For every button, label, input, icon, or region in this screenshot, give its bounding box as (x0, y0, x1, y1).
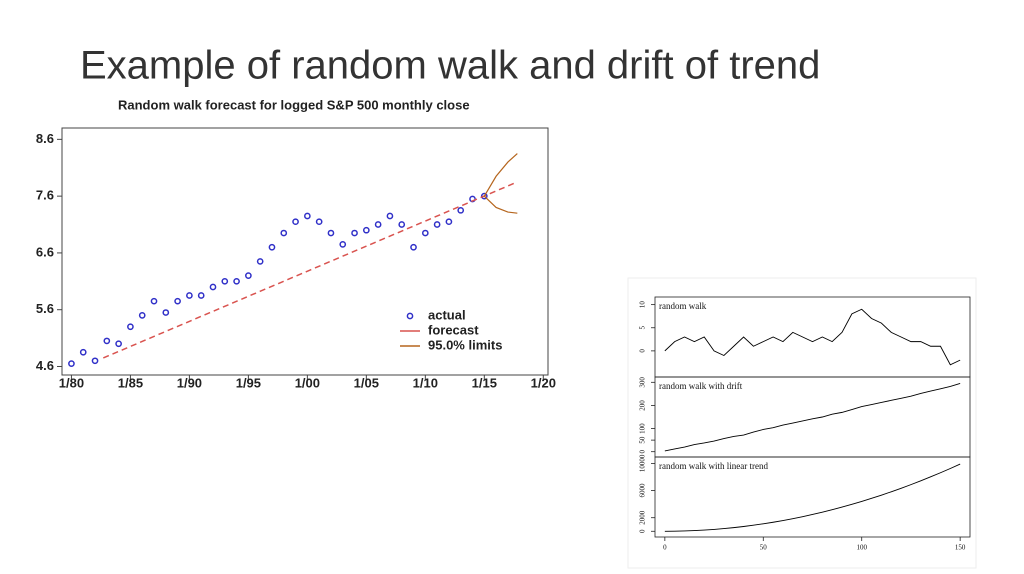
data-point (268, 243, 276, 251)
data-point (186, 292, 193, 299)
chart-title: Random walk forecast for logged S&P 500 … (118, 97, 470, 112)
data-point (327, 229, 335, 237)
data-point (457, 206, 465, 214)
x-tick-label: 1/95 (236, 375, 261, 390)
data-point (374, 221, 382, 228)
y-tick-label: 200 (639, 400, 647, 411)
y-tick-label: 4.6 (36, 358, 54, 373)
y-tick-label: 6.6 (36, 244, 54, 259)
y-tick-label: 5.6 (36, 301, 54, 316)
panel-frame (654, 456, 971, 538)
data-point (245, 272, 252, 279)
data-point (233, 277, 240, 285)
data-point (162, 309, 170, 316)
data-point (174, 297, 181, 305)
panel-title: random walk (659, 301, 707, 311)
data-point (410, 243, 417, 251)
data-point (386, 212, 394, 220)
data-point (221, 277, 229, 285)
legend-label: 95.0% limits (428, 337, 502, 352)
data-point (209, 283, 217, 291)
x-tick-label: 50 (760, 544, 768, 552)
y-tick-label: 0 (639, 449, 647, 453)
data-point (280, 229, 288, 237)
y-tick-label: 7.6 (36, 188, 54, 203)
series-line (664, 383, 961, 452)
lower-limit (483, 195, 518, 214)
legend-label: forecast (428, 322, 479, 337)
data-point (351, 229, 358, 237)
data-point (91, 357, 99, 365)
y-tick-label: 10000 (639, 454, 647, 472)
x-tick-label: 1/85 (118, 375, 143, 390)
y-tick-label: 100 (639, 423, 647, 434)
y-tick-label: 2000 (639, 510, 647, 525)
upper-limit (483, 153, 518, 197)
panel-title: random walk with drift (659, 381, 743, 391)
data-point (127, 323, 134, 331)
y-tick-label: 6000 (639, 483, 647, 498)
plot-frame (61, 127, 549, 376)
data-point (362, 226, 370, 234)
panel-title: random walk with linear trend (659, 461, 768, 471)
x-tick-label: 100 (856, 544, 867, 552)
x-tick-label: 1/00 (295, 375, 320, 390)
data-point (480, 192, 488, 200)
y-tick-label: 0 (639, 529, 647, 533)
y-tick-label: 50 (639, 436, 647, 444)
x-tick-label: 1/80 (59, 375, 84, 390)
x-tick-label: 1/10 (413, 375, 438, 390)
data-point (339, 241, 347, 248)
x-tick-label: 1/15 (472, 375, 497, 390)
y-tick-label: 300 (639, 377, 647, 388)
data-point (421, 229, 429, 237)
data-point (115, 340, 122, 348)
y-tick-label: 8.6 (36, 131, 54, 146)
y-tick-label: 5 (639, 326, 647, 330)
slide-title: Example of random walk and drift of tren… (80, 44, 820, 88)
y-tick-label: 0 (639, 349, 647, 353)
x-tick-label: 0 (663, 544, 667, 552)
data-point (138, 312, 146, 319)
data-point (315, 218, 323, 226)
series-line (664, 308, 961, 366)
data-point (445, 218, 453, 226)
data-point (256, 258, 264, 265)
data-point (197, 292, 205, 299)
forecast-line (102, 181, 518, 359)
x-tick-label: 1/90 (177, 375, 202, 390)
data-point (292, 218, 299, 226)
legend-label: actual (428, 307, 466, 322)
data-point (304, 212, 311, 220)
data-point (68, 360, 75, 367)
image-frame (627, 277, 977, 569)
data-point (433, 221, 441, 228)
data-point (103, 337, 111, 345)
y-tick-label: 10 (639, 301, 647, 309)
data-point (79, 348, 87, 356)
series-line (664, 463, 961, 532)
x-tick-label: 1/05 (354, 375, 379, 390)
data-point (398, 221, 406, 228)
x-tick-label: 1/20 (531, 375, 556, 390)
data-point (150, 297, 158, 305)
legend-marker (406, 312, 414, 320)
x-tick-label: 150 (955, 544, 966, 552)
